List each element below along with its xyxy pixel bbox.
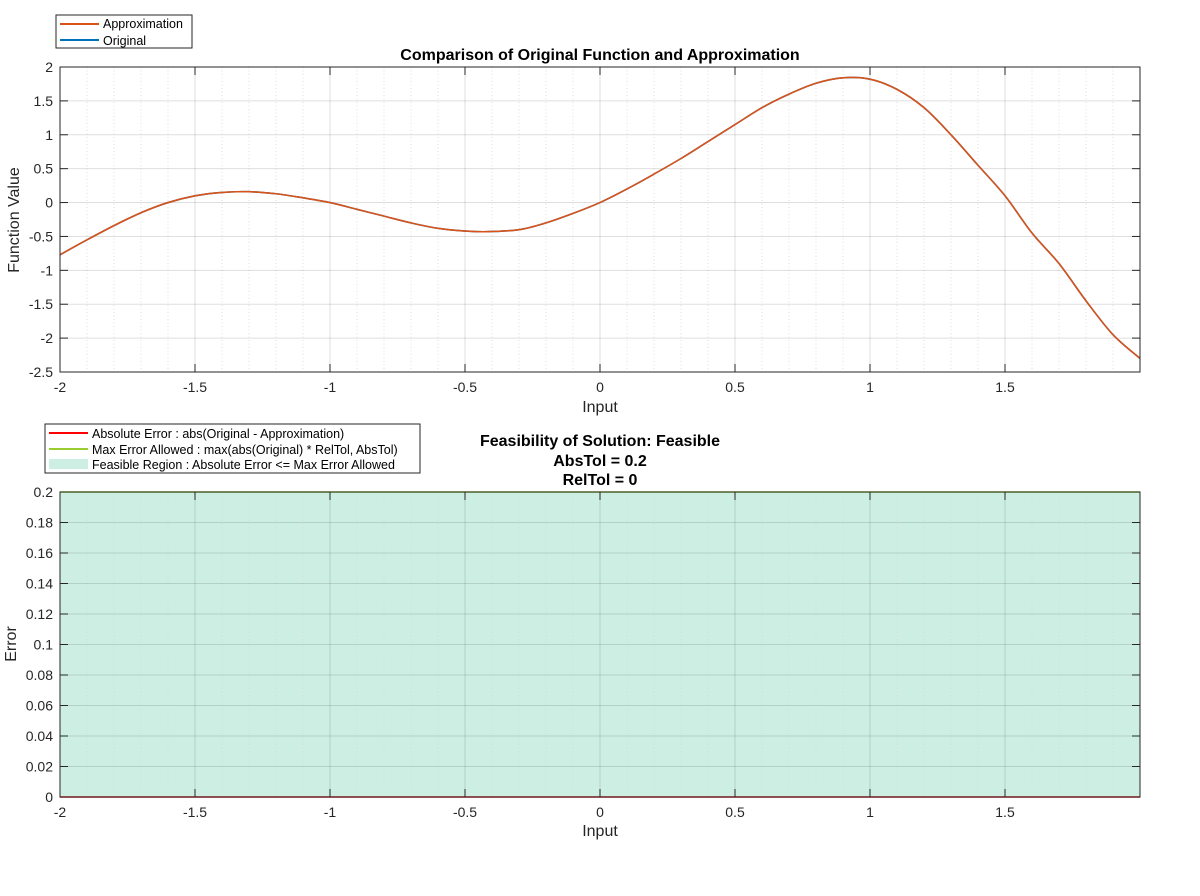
bottom-x-tick-label: 0 [596, 804, 604, 820]
feasible-region-fill [60, 492, 1140, 797]
top-chart-title: Comparison of Original Function and Appr… [400, 47, 799, 64]
bottom-x-tick-label: 1.5 [995, 804, 1015, 820]
top-y-tick-label: 0.5 [34, 161, 54, 177]
top-y-tick-label: 1.5 [34, 93, 54, 109]
top-x-tick-label: 0.5 [725, 379, 745, 395]
legend-label-max-error-allowed: Max Error Allowed : max(abs(Original) * … [92, 443, 398, 457]
bottom-y-tick-label: 0.04 [26, 728, 53, 744]
bottom-y-tick-label: 0.12 [26, 606, 53, 622]
series-line-approximation [60, 76, 1140, 360]
top-y-tick-label: 0 [45, 195, 53, 211]
bottom-x-axis-label: Input [582, 823, 618, 840]
top-legend-box [55, 14, 193, 49]
bottom-x-tick-label: -0.5 [453, 804, 477, 820]
bottom-y-tick-label: 0.06 [26, 698, 53, 714]
top-y-axis-label: Function Value [6, 167, 23, 273]
legend-label-absolute-error: Absolute Error : abs(Original - Approxim… [92, 427, 344, 441]
bottom-y-tick-label: 0.2 [34, 484, 54, 500]
feasibility-axes: -2 -1.5 -1 -0.5 0 0.5 1 1.5 0 0.02 0.04 0.06 0.08 0.1… [3, 433, 1141, 840]
top-x-axis-label: Input [582, 399, 618, 416]
top-y-tick-label: 1 [45, 127, 53, 143]
bottom-y-tick-label: 0 [45, 789, 53, 805]
bottom-chart-title-line-1: Feasibility of Solution: Feasible [480, 433, 720, 450]
bottom-x-tick-label: 1 [866, 804, 874, 820]
top-x-tick-label: 0 [596, 379, 604, 395]
legend-label-original: Original [103, 34, 146, 48]
top-x-tick-label: 1.5 [995, 379, 1015, 395]
bottom-y-tick-label: 0.14 [26, 576, 53, 592]
comparison-axes: -2 -1.5 -1 -0.5 0 0.5 1 1.5-2.5-2-1.5-1-0.500.5… [6, 47, 1141, 416]
bottom-plot-layer: -2 -1.5 -1 -0.5 0 0.5 1 1.5 0 0.02 0.04 0.06 0.08 0.1… [26, 484, 1141, 820]
bottom-x-tick-label: -1 [324, 804, 337, 820]
bottom-x-tick-label: 0.5 [725, 804, 745, 820]
top-y-tick-label: 2 [45, 59, 53, 75]
bottom-y-tick-label: 0.02 [26, 759, 53, 775]
top-x-tick-label: 1 [866, 379, 874, 395]
top-y-tick-label: -1.5 [29, 296, 53, 312]
top-y-tick-label: -1 [41, 262, 54, 278]
top-plot-layer: -2 -1.5 -1 -0.5 0 0.5 1 1.5-2.5-2-1.5-1-0.500.5… [29, 59, 1141, 395]
bottom-y-tick-label: 0.1 [34, 637, 54, 653]
top-legend: Approximation Original [55, 14, 193, 49]
bottom-legend-box [44, 423, 421, 474]
bottom-y-tick-label: 0.18 [26, 515, 53, 531]
bottom-x-tick-label: -2 [54, 804, 67, 820]
bottom-chart-title-line-3: RelTol = 0 [563, 472, 638, 489]
bottom-legend: Absolute Error : abs(Original - Approxim… [44, 423, 421, 474]
top-plot-background [60, 67, 1140, 372]
legend-label-feasible-region: Feasible Region : Absolute Error <= Max … [92, 458, 395, 472]
top-y-tick-label: -2.5 [29, 364, 53, 380]
bottom-y-axis-label: Error [3, 626, 20, 662]
legend-label-approximation: Approximation [103, 17, 183, 31]
top-x-tick-label: -1 [324, 379, 337, 395]
bottom-y-tick-label: 0.16 [26, 545, 53, 561]
bottom-chart-title-line-2: AbsTol = 0.2 [553, 453, 647, 470]
bottom-y-tick-label: 0.08 [26, 667, 53, 683]
top-y-tick-label: -2 [41, 330, 54, 346]
top-x-tick-label: -0.5 [453, 379, 477, 395]
bottom-x-tick-label: -1.5 [183, 804, 207, 820]
top-y-tick-label: -0.5 [29, 228, 53, 244]
top-x-tick-label: -2 [54, 379, 67, 395]
legend-swatch-feasible-region [49, 459, 88, 469]
top-x-tick-label: -1.5 [183, 379, 207, 395]
